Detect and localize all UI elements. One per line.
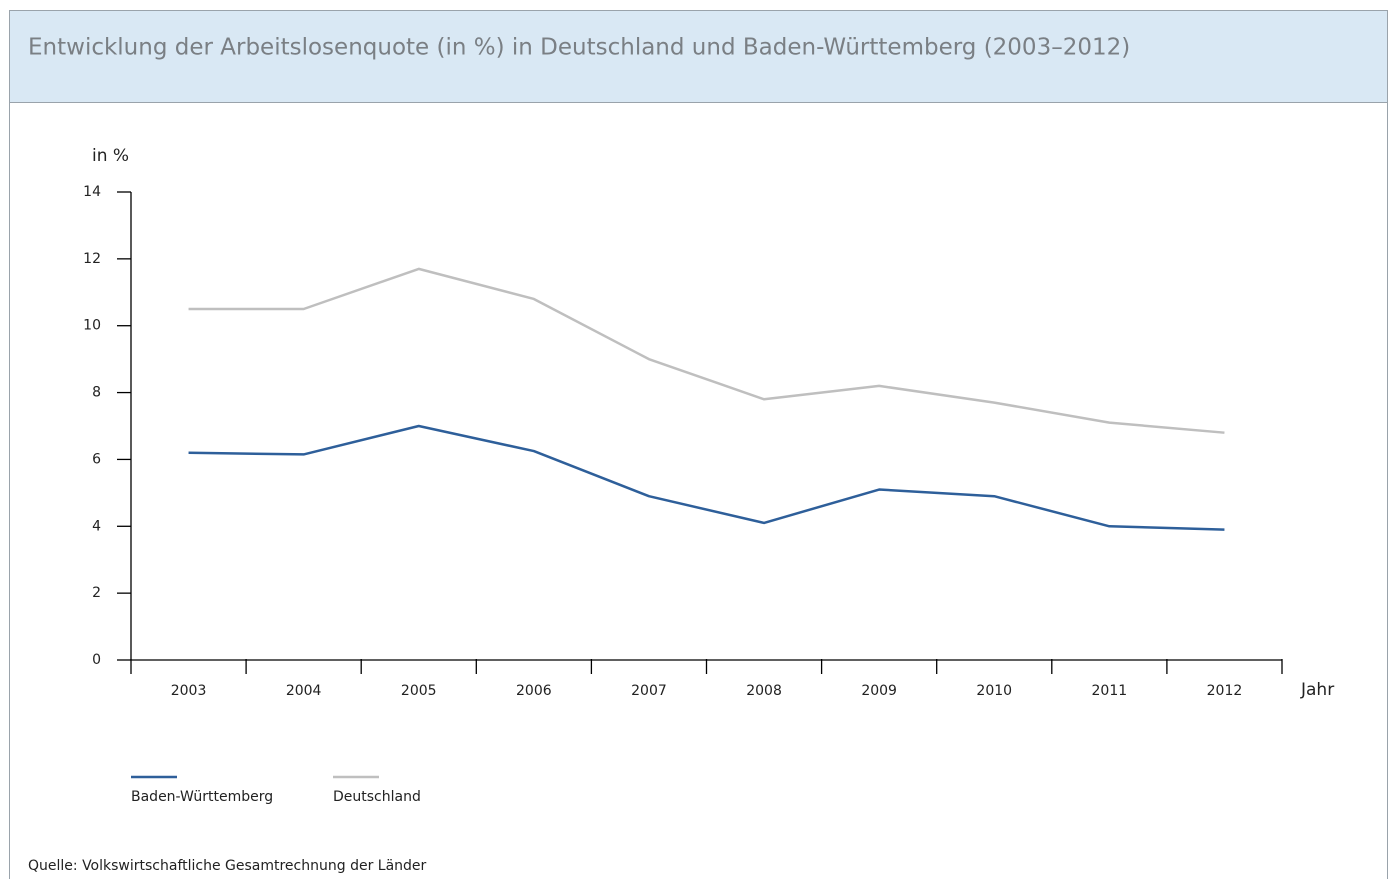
x-tick-label: 2009	[861, 683, 897, 699]
legend-label: Baden-Württemberg	[131, 789, 273, 805]
x-tick-label: 2005	[401, 683, 437, 699]
x-tick-label: 2004	[286, 683, 322, 699]
x-tick-label: 2003	[171, 683, 207, 699]
series-line	[188, 267, 1225, 434]
legend-label: Deutschland	[333, 789, 421, 805]
y-tick-label: 4	[92, 518, 101, 534]
x-tick-label: 2008	[746, 683, 782, 699]
x-tick-label: 2007	[631, 683, 667, 699]
y-tick-label: 10	[83, 318, 101, 334]
source: Quelle: Volkswirtschaftliche Gesamtrechn…	[28, 858, 427, 874]
frame	[9, 10, 1388, 879]
x-axis-label: Jahr	[1300, 680, 1334, 700]
x-tick-label: 2011	[1092, 683, 1128, 699]
x-tick-label: 2006	[516, 683, 552, 699]
x-tick-label: 2010	[976, 683, 1012, 699]
y-tick-label: 14	[83, 184, 101, 200]
header	[9, 10, 1388, 103]
y-tick-label: 0	[92, 652, 101, 668]
chart-title: Entwicklung der Arbeitslosenquote (in %)…	[28, 35, 1130, 61]
x-tick-label: 2012	[1207, 683, 1243, 699]
y-tick-label: 6	[92, 451, 101, 467]
y-tick-label: 12	[83, 251, 101, 267]
y-tick-label: 8	[92, 385, 101, 401]
y-axis-label: in %	[92, 146, 129, 166]
y-tick-label: 2	[92, 585, 101, 601]
series-line	[188, 424, 1225, 531]
